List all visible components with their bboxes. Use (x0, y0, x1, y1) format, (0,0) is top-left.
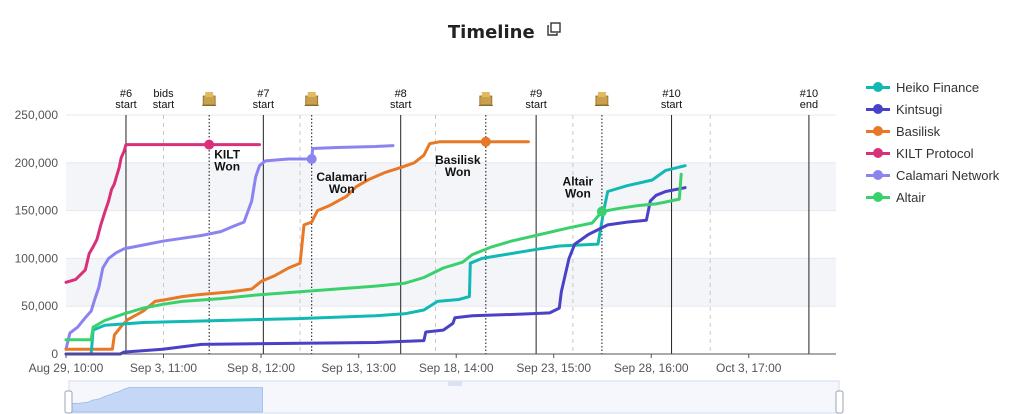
legend-label: Heiko Finance (896, 79, 980, 95)
y-tick-label: 200,000 (15, 156, 59, 170)
series-line (64, 140, 530, 351)
winner-label: Won (214, 160, 240, 174)
plot-bands (66, 162, 836, 307)
series-line (64, 144, 395, 351)
series-line (64, 172, 683, 342)
icon-body (305, 95, 319, 106)
marker-label: #8 (395, 88, 407, 100)
y-tick-label: 150,000 (15, 204, 59, 218)
winner-label: KILT (214, 148, 240, 162)
x-tick-label: Oct 3, 17:00 (716, 361, 782, 375)
x-axis: Aug 29, 10:00 Sep 3, 11:00 Sep 8, 12:00 Sep… (29, 353, 836, 375)
copy-icon[interactable] (547, 22, 561, 41)
data-zoom-slider[interactable] (64, 380, 844, 414)
series-line (64, 186, 687, 356)
icon-top (597, 92, 606, 97)
marker-label: #6 (120, 88, 132, 100)
winner-dot (480, 136, 491, 147)
legend-item[interactable]: Kintsugi (866, 98, 999, 120)
legend-item[interactable]: Calamari Network (866, 164, 999, 186)
x-tick-label: Sep 23, 15:00 (516, 361, 591, 375)
marker-label: start (525, 99, 546, 111)
y-tick-label: 0 (51, 347, 58, 361)
marker-label: #10 (662, 88, 680, 100)
marker-label: start (253, 99, 274, 111)
marker-label: start (661, 99, 682, 111)
icon-top (205, 92, 214, 97)
legend-item[interactable]: Altair (866, 186, 999, 208)
winner-label: Basilisk (435, 153, 481, 167)
legend: Heiko Finance Kintsugi Basilisk KILT Protoc… (866, 76, 999, 208)
legend-swatch-icon (866, 191, 890, 203)
legend-label: Altair (896, 189, 926, 205)
x-tick-label: Sep 18, 14:00 (419, 361, 494, 375)
slider-move-handle[interactable] (448, 381, 462, 386)
y-tick-label: 50,000 (21, 299, 58, 313)
icon-body (479, 95, 493, 106)
legend-item[interactable]: Heiko Finance (866, 76, 999, 98)
legend-label: Kintsugi (896, 101, 943, 117)
crowdloan-icon (304, 92, 319, 106)
legend-label: Calamari Network (896, 167, 1000, 183)
series-line (64, 164, 687, 356)
winner-label: Won (329, 182, 355, 196)
legend-swatch-icon (866, 147, 890, 159)
legend-swatch-icon (866, 169, 890, 181)
legend-swatch-icon (866, 81, 890, 93)
icon-top (307, 92, 316, 97)
chart-title: Timeline (0, 22, 1009, 43)
band (66, 162, 836, 211)
crowdloan-icon (594, 92, 609, 106)
legend-label: Basilisk (896, 123, 941, 139)
legend-swatch-icon (866, 125, 890, 137)
marker-label: #9 (530, 88, 542, 100)
slider-handle-right[interactable] (835, 390, 844, 414)
x-tick-label: Aug 29, 10:00 (29, 361, 104, 375)
timeline-chart: #6startbidsstart#7start#8start#9start#10… (15, 88, 844, 414)
title-text: Timeline (447, 22, 535, 43)
marker-label: start (390, 99, 411, 111)
marker-label: start (115, 99, 136, 111)
winner-label: Won (565, 187, 591, 201)
y-axis: 0 50,000 100,000 150,000 200,000 250,000 (15, 108, 59, 361)
winner-label: Calamari (316, 170, 367, 184)
icon-top (481, 92, 490, 97)
y-tick-label: 250,000 (15, 108, 59, 122)
legend-label: KILT Protocol (896, 145, 974, 161)
winner-dot (204, 139, 215, 150)
icon-body (202, 95, 216, 106)
legend-item[interactable]: KILT Protocol (866, 142, 999, 164)
series-line (64, 143, 261, 284)
grid-lines (66, 114, 836, 307)
x-tick-label: Sep 28, 16:00 (614, 361, 689, 375)
x-tick-label: Sep 3, 11:00 (130, 361, 197, 375)
series-lines (64, 140, 687, 356)
marker-label: #10 (800, 88, 818, 100)
icon-body (595, 95, 609, 106)
winner-label: Won (445, 165, 471, 179)
x-tick-label: Sep 13, 13:00 (321, 361, 396, 375)
crowdloan-icon (478, 92, 493, 106)
winner-dot (596, 206, 607, 217)
marker-label: end (800, 99, 818, 111)
legend-swatch-icon (866, 103, 890, 115)
x-tick-label: Sep 8, 12:00 (227, 361, 295, 375)
marker-label: #7 (257, 88, 269, 100)
winner-dot (306, 153, 317, 164)
crowdloan-icon (202, 92, 217, 106)
slider-handle-left[interactable] (64, 390, 73, 414)
y-tick-label: 100,000 (15, 251, 59, 265)
slider-preview (68, 387, 263, 413)
marker-lines: #6startbidsstart#7start#8start#9start#10… (115, 88, 818, 354)
legend-item[interactable]: Basilisk (866, 120, 999, 142)
marker-label: bids (153, 88, 174, 100)
winner-label: Altair (563, 175, 594, 189)
marker-label: start (153, 99, 174, 111)
